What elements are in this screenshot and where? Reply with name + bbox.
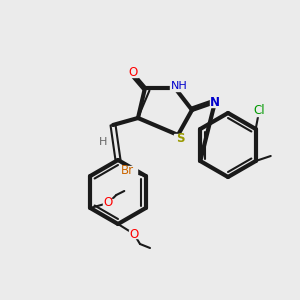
Bar xyxy=(174,134,186,142)
Text: S: S xyxy=(176,131,184,145)
Text: O: O xyxy=(128,65,138,79)
Bar xyxy=(128,68,138,76)
Text: O: O xyxy=(129,227,139,241)
Text: NH: NH xyxy=(171,81,188,91)
Bar xyxy=(210,98,220,106)
Bar xyxy=(170,82,188,91)
Text: Br: Br xyxy=(121,164,134,178)
Bar xyxy=(119,166,137,176)
Bar xyxy=(129,230,139,238)
Bar xyxy=(98,138,108,146)
Text: H: H xyxy=(99,137,107,147)
Bar xyxy=(252,106,265,116)
Text: Cl: Cl xyxy=(253,104,265,118)
Text: N: N xyxy=(210,95,220,109)
Text: O: O xyxy=(104,196,113,209)
Bar xyxy=(103,199,113,207)
